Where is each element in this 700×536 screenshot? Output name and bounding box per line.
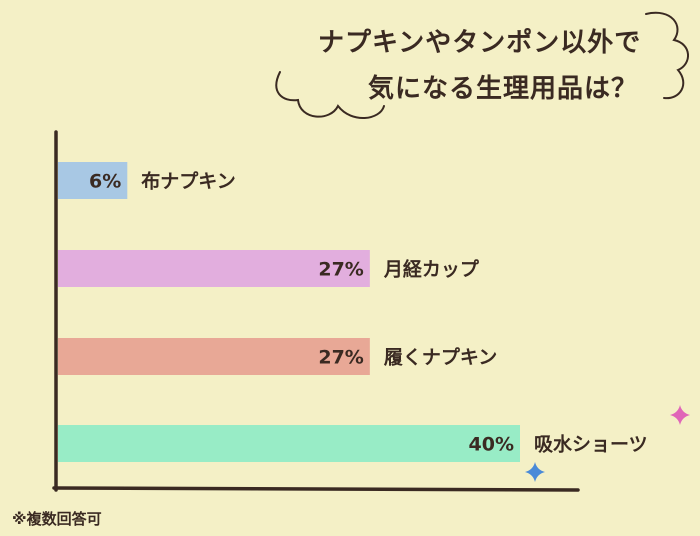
cloud-outline: [275, 71, 385, 120]
bar-1: [58, 162, 128, 199]
bar-category-label-1: 布ナプキン: [141, 170, 235, 193]
bar-value-label-2: 27%: [318, 259, 363, 281]
bar-3: [58, 338, 370, 375]
chart-title-line-2: 気になる生理用品は？: [368, 74, 639, 104]
bar-category-label-2: 月経カップ: [383, 258, 480, 281]
footnote: ※複数回答可: [12, 510, 102, 528]
bar-value-label-1: 6%: [89, 171, 121, 193]
bar-2: [58, 250, 370, 287]
chart-title-line-1: ナプキンやタンポン以外で: [318, 28, 642, 58]
bar-value-label-4: 40%: [469, 434, 514, 456]
bar-4: [58, 425, 520, 462]
sparkle-blue-icon: [525, 462, 545, 482]
bar-value-label-3: 27%: [318, 347, 363, 369]
sparkle-pink-icon: [670, 405, 690, 425]
bar-category-label-3: 履くナプキン: [384, 346, 497, 369]
cloud-outline-right: [645, 11, 689, 100]
bar-category-label-4: 吸水ショーツ: [534, 434, 648, 456]
x-axis: [52, 486, 580, 492]
